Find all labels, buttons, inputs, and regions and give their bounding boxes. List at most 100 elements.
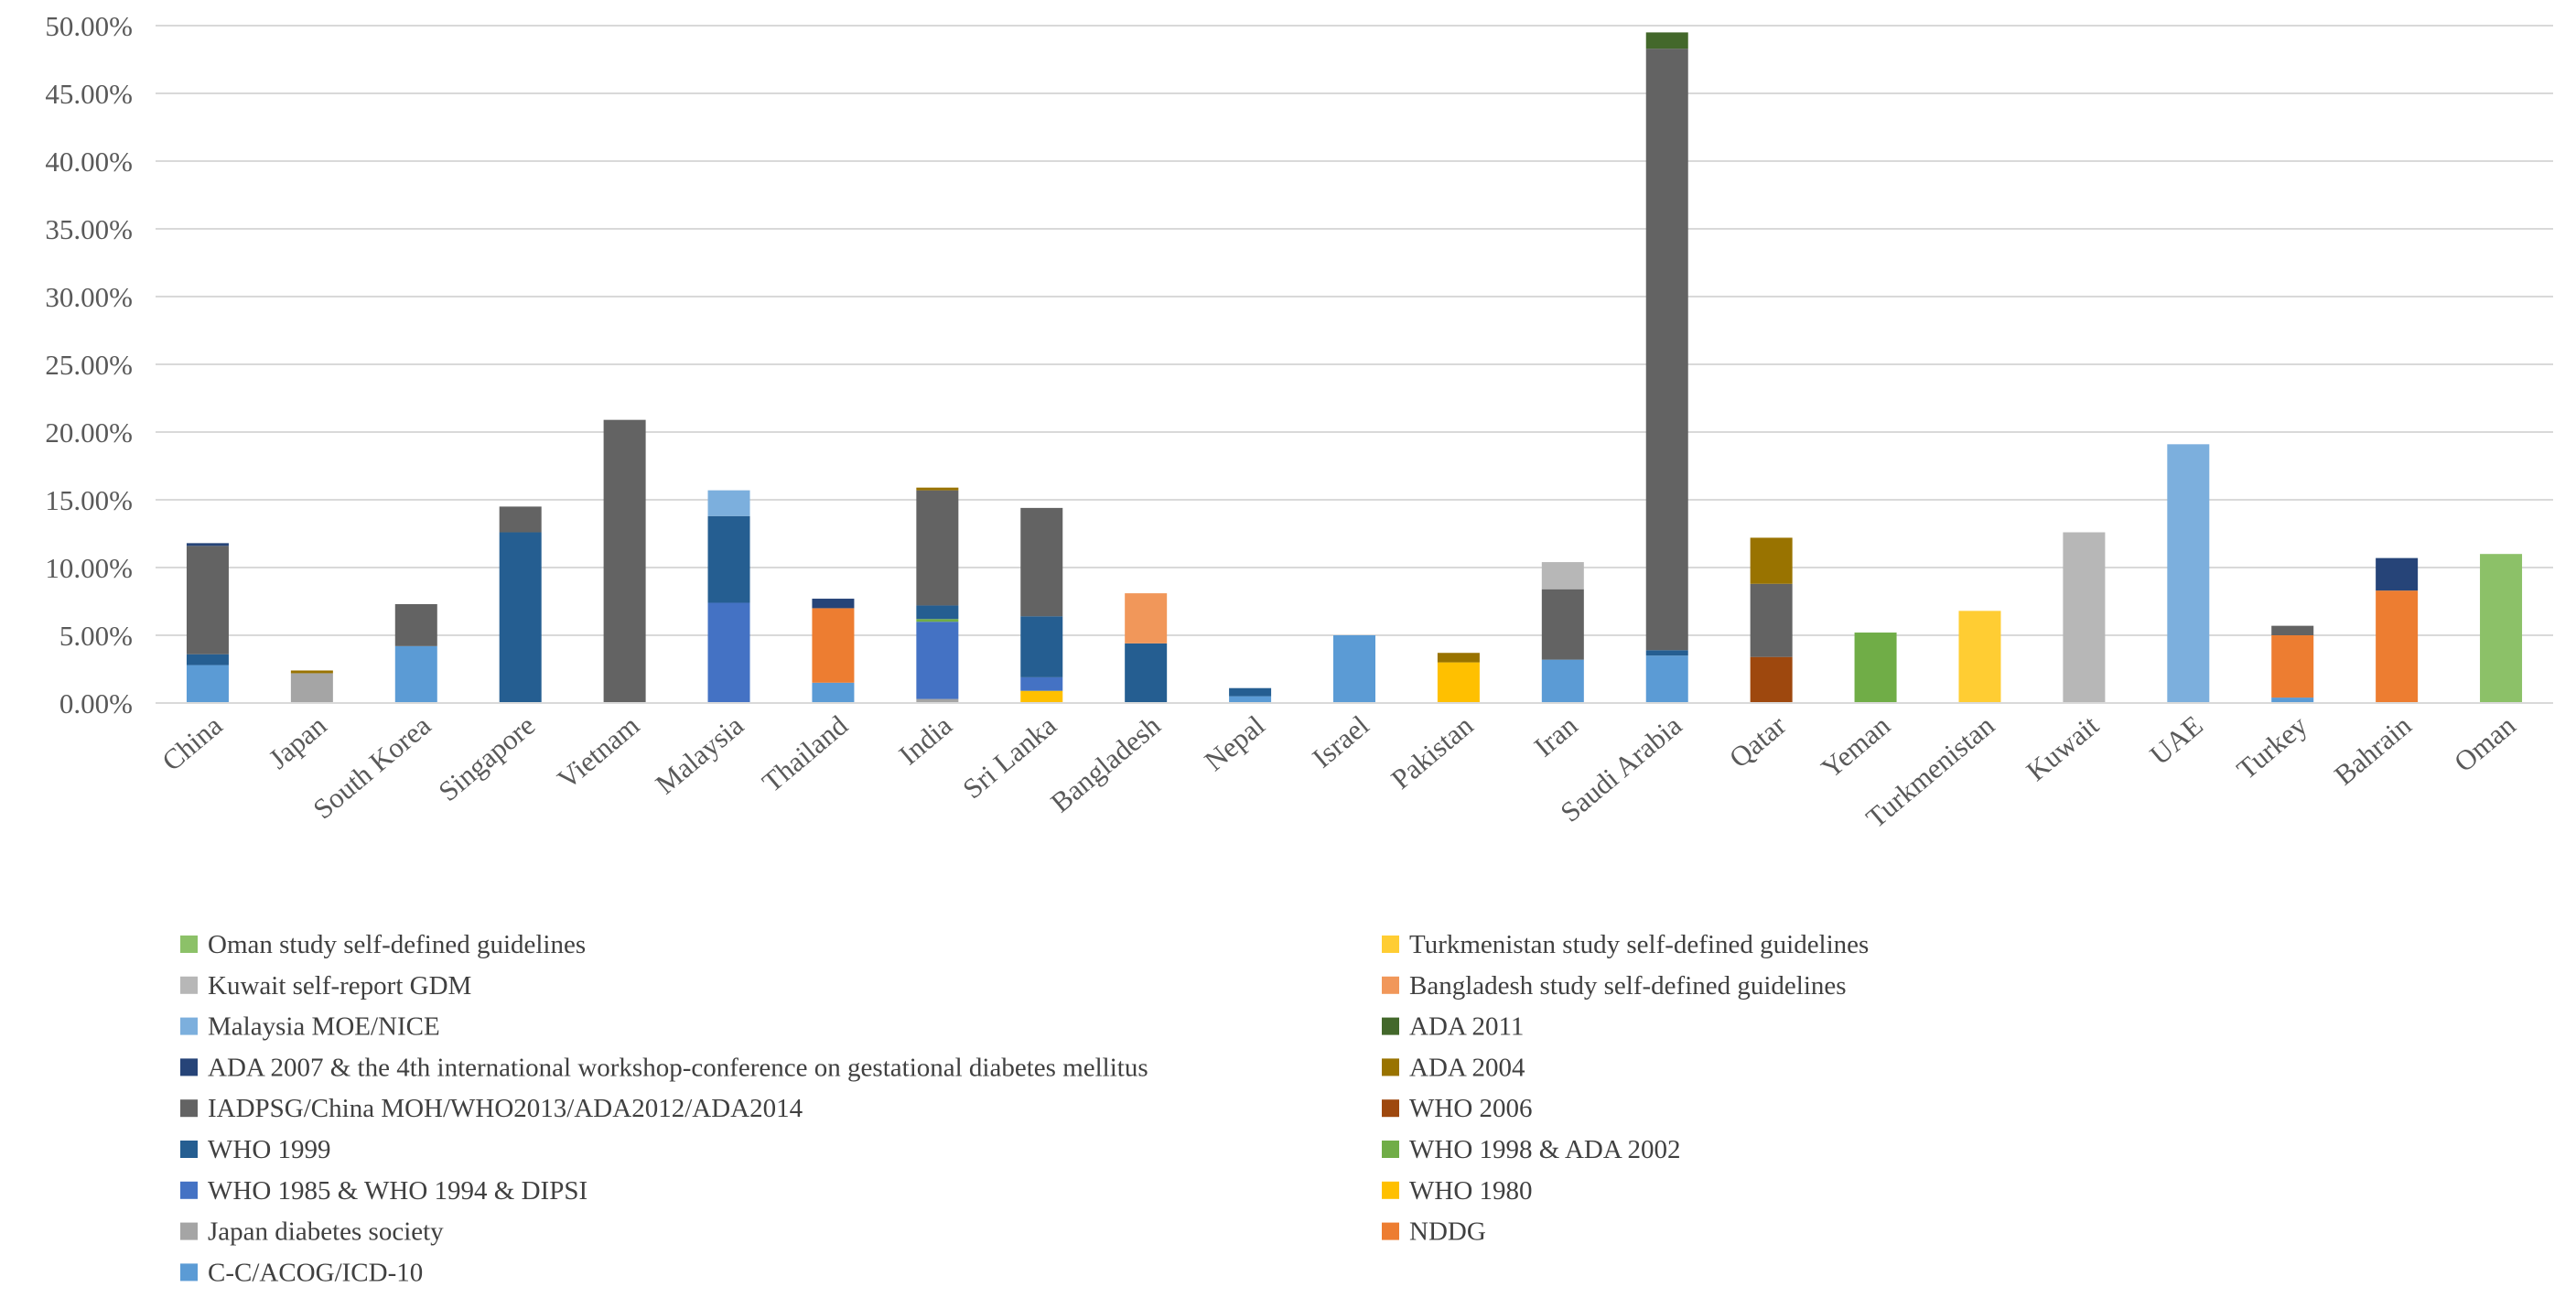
legend-swatch <box>180 1181 198 1199</box>
bar-segment <box>186 543 229 546</box>
x-category-label: Pakistan <box>1385 708 1479 795</box>
legend-entry: Japan diabetes society <box>180 1217 444 1247</box>
y-tick-label: 30.00% <box>45 281 133 313</box>
y-tick-label: 5.00% <box>59 620 133 652</box>
x-category-label: Japan <box>263 708 333 775</box>
legend-entry: ADA 2011 <box>1382 1012 1524 1042</box>
legend-entry: WHO 1985 & WHO 1994 & DIPSI <box>180 1176 587 1206</box>
bar-segment <box>1437 662 1480 703</box>
y-tick-label: 15.00% <box>45 484 133 516</box>
legend-label: WHO 1980 <box>1409 1176 1533 1206</box>
bar-segment <box>2167 444 2210 703</box>
y-tick-label: 10.00% <box>45 552 133 584</box>
bar-segment <box>1750 537 1793 584</box>
legend-swatch <box>180 1263 198 1282</box>
bar-segment <box>1020 507 1063 617</box>
legend-swatch <box>180 1017 198 1035</box>
bar-segment <box>1125 643 1168 703</box>
bar-segment <box>1750 656 1793 703</box>
x-category-label: Nepal <box>1198 709 1270 777</box>
bar-stack-vietnam <box>603 419 646 703</box>
bar-stack-nepal <box>1229 687 1272 703</box>
bar-stack-japan <box>290 670 333 703</box>
bar-segment <box>499 532 542 703</box>
legend-swatch <box>1382 976 1399 994</box>
x-category-label: China <box>156 708 228 777</box>
legend-swatch <box>180 936 198 953</box>
bar-segment <box>2376 557 2419 591</box>
legend-swatch <box>180 1058 198 1076</box>
y-tick-label: 50.00% <box>45 10 133 42</box>
bar-segment <box>1958 611 2001 703</box>
bar-segment <box>1645 49 1688 651</box>
y-tick-label: 45.00% <box>45 78 133 110</box>
bar-segment <box>916 622 959 699</box>
legend-entry: WHO 2006 <box>1382 1094 1533 1123</box>
legend-label: Kuwait self-report GDM <box>208 971 471 1001</box>
x-category-label: Qatar <box>1723 708 1793 773</box>
y-tick-label: 40.00% <box>45 146 133 178</box>
legend-label: Turkmenistan study self-defined guidelin… <box>1409 930 1869 959</box>
legend-swatch <box>1382 1058 1399 1076</box>
legend-label: Oman study self-defined guidelines <box>208 930 586 959</box>
x-category-label: Malaysia <box>649 708 749 800</box>
bar-segment <box>2271 625 2314 635</box>
bar-segment <box>812 682 855 703</box>
legend-label: WHO 1998 & ADA 2002 <box>1409 1135 1680 1164</box>
bar-segment <box>1750 583 1793 657</box>
legend-label: WHO 2006 <box>1409 1094 1533 1123</box>
gridlines <box>156 25 2553 636</box>
bar-segment <box>1333 635 1375 703</box>
bar-stack-kuwait <box>2063 532 2106 703</box>
legend-swatch <box>1382 1181 1399 1199</box>
bar-segment <box>707 515 750 603</box>
legend-entry: Oman study self-defined guidelines <box>180 930 586 959</box>
bar-segment <box>916 490 959 606</box>
legend-entry: WHO 1998 & ADA 2002 <box>1382 1135 1680 1164</box>
bar-segment <box>1020 690 1063 703</box>
legend-label: ADA 2004 <box>1409 1053 1525 1082</box>
legend: Oman study self-defined guidelines Kuwait… <box>180 930 1869 1287</box>
legend-entry: IADPSG/China MOH/WHO2013/ADA2012/ADA2014 <box>180 1094 803 1123</box>
legend-entry: ADA 2004 <box>1382 1053 1525 1082</box>
legend-swatch <box>1382 1017 1399 1035</box>
legend-label: WHO 1985 & WHO 1994 & DIPSI <box>208 1176 587 1206</box>
legend-label: WHO 1999 <box>208 1135 331 1164</box>
bar-segment <box>707 490 750 516</box>
bar-segment <box>603 419 646 703</box>
bar-stack-south-korea <box>394 603 437 703</box>
bar-segment <box>186 654 229 665</box>
bar-segment <box>812 608 855 683</box>
x-category-label: Kuwait <box>2020 708 2105 787</box>
bar-segment <box>1020 676 1063 691</box>
legend-entry: WHO 1999 <box>180 1135 331 1164</box>
legend-swatch <box>180 1099 198 1118</box>
x-category-label: Yeman <box>1815 708 1896 784</box>
bar-stack-sri-lanka <box>1020 507 1063 703</box>
legend-entry: Bangladesh study self-defined guidelines <box>1382 971 1847 1001</box>
bar-stack-israel <box>1333 635 1375 703</box>
bar-segment <box>916 619 959 622</box>
bar-segment <box>2376 590 2419 703</box>
legend-label: C-C/ACOG/ICD-10 <box>208 1258 423 1287</box>
bar-segment <box>1645 32 1688 49</box>
bar-stack-saudi-arabia <box>1645 32 1688 703</box>
legend-swatch <box>1382 1222 1399 1240</box>
x-category-label: Singapore <box>432 709 541 808</box>
y-tick-label: 25.00% <box>45 349 133 381</box>
legend-swatch <box>180 1222 198 1240</box>
x-category-label: Oman <box>2448 708 2522 778</box>
bar-segment <box>707 602 750 703</box>
bar-segment <box>394 645 437 703</box>
bar-stack-turkmenistan <box>1958 611 2001 703</box>
bar-stack-bangladesh <box>1125 593 1168 703</box>
bar-segment <box>2271 698 2314 703</box>
x-category-label: Sri Lanka <box>956 708 1062 805</box>
bar-stack-oman <box>2480 554 2523 703</box>
bar-segment <box>1020 616 1063 677</box>
bars <box>186 32 2523 703</box>
legend-entry: C-C/ACOG/ICD-10 <box>180 1258 423 1287</box>
bar-stack-malaysia <box>707 490 750 703</box>
bar-segment <box>290 670 333 674</box>
